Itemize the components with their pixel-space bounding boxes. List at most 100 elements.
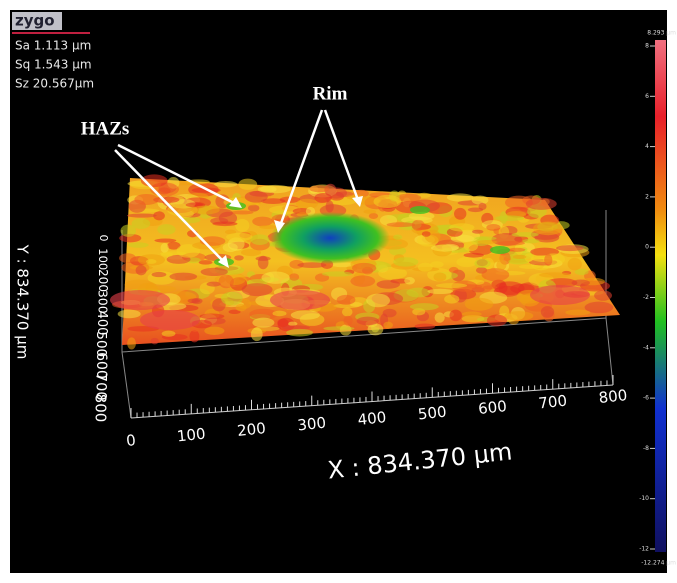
surface-texture [314,192,332,203]
surface-texture [504,311,534,321]
stats: Sa 1.113 µm Sq 1.543 µm Sz 20.567µm [15,39,94,91]
surface-texture [351,262,377,274]
surface-texture [494,215,525,221]
y-tick-label: 700 [92,373,108,401]
surface-texture [134,194,159,205]
surface-texture [378,266,408,280]
color-bar-tick-label: -6 [643,395,649,402]
color-bar-tick-label: 4 [645,143,649,150]
surface-texture [225,229,237,235]
color-bar-tick-label: -10 [639,495,649,502]
surface-texture [474,258,491,269]
surface-texture [231,210,254,215]
surface-texture [343,315,353,326]
surface-texture [508,258,529,265]
axis-labels: 0 100 200 300 400 500 600 700 800010020030040050… [92,235,629,450]
surface-texture [373,194,402,208]
surface-texture [297,262,327,268]
stat: Sa 1.113 µm [15,39,91,53]
surface-texture [571,279,590,287]
surface-texture [222,242,238,253]
haz-spot [410,206,430,214]
surface-texture [323,326,355,331]
surface-texture [524,253,534,263]
color-bar-max: 8.293 µm [647,30,676,37]
surface-texture [406,287,431,298]
surface-texture [153,211,165,221]
surface-texture [127,337,136,350]
surface-texture [321,271,353,277]
rim-label: Rim [313,83,348,104]
surface-texture [200,267,228,277]
surface-texture [363,209,377,214]
surface-texture [477,239,497,245]
surface-texture [584,301,614,314]
color-bar [655,40,666,552]
surface-texture [383,321,393,329]
x-tick-label: 500 [417,403,447,424]
surface-texture [446,193,474,202]
surface-texture [522,238,540,244]
stat: Sz 20.567µm [15,77,94,91]
surface-texture [395,193,422,202]
surface-texture [350,275,376,287]
y-axis-title: Y : 834.370 µm [14,244,32,360]
surface-texture [481,268,510,282]
surface-texture [464,297,494,311]
surface-texture [366,293,391,308]
surface-texture [565,309,591,316]
x-tick-label: 0 [125,431,136,450]
crater [270,212,390,264]
surface-texture [574,268,589,276]
surface-texture [356,316,379,326]
surface-texture [463,252,484,258]
surface-texture [289,273,300,281]
surface-texture [135,265,147,276]
surface-texture [287,321,298,326]
surface-texture [257,185,277,193]
surface-texture [234,255,244,261]
color-bar-tick-label: -4 [643,344,649,351]
arrow-heads [218,196,363,268]
surface-texture [117,309,141,319]
surface-texture [367,323,384,336]
surface-texture [119,253,136,263]
surface-texture [386,222,416,228]
surface-texture [145,259,157,264]
surface-texture [333,303,360,309]
surface-texture [430,261,444,268]
surface-texture [393,234,403,240]
y-tick-label: 100 [96,248,110,270]
surface-texture [497,240,525,246]
surface-texture [259,224,278,230]
surface-texture [594,290,613,301]
color-bar-ticks: 8 6 4 2 0 -2 -4 -6 -8 -10 -12 [639,43,655,553]
y-tick-label: 300 [95,290,110,314]
color-bar-tick-label: 2 [645,193,649,200]
surface-texture [417,262,433,272]
surface-texture [250,327,263,342]
surface-texture [421,231,431,237]
surface-texture [290,310,321,320]
surface-texture [282,325,310,331]
red-patch [110,290,170,310]
surface-texture [212,221,238,227]
surface-texture [272,310,287,317]
surface-texture [218,274,234,289]
surface-texture [534,232,560,243]
surface-texture [296,198,318,210]
surface-texture [277,318,289,328]
surface-texture [508,247,526,252]
surface-texture [240,249,262,257]
surface-texture [408,211,435,221]
surface-texture [475,236,497,241]
surface-texture [498,282,508,294]
logo-box [12,12,62,30]
surface-texture [198,260,213,265]
surface-texture [235,218,250,232]
x-tick-label: 400 [357,408,387,429]
surface-texture [544,253,553,266]
surface-texture [448,266,459,274]
surface-texture [449,309,462,322]
